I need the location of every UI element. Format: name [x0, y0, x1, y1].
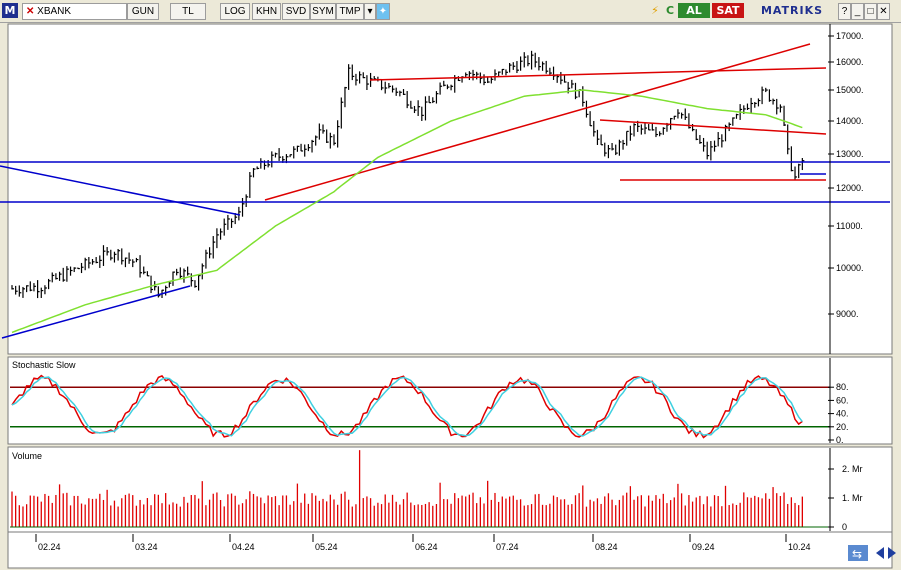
y-tick-label: 16000.	[836, 57, 864, 67]
maximize-icon[interactable]: □	[864, 3, 877, 20]
button-tl[interactable]: TL	[170, 3, 206, 20]
close-window-icon[interactable]: ✕	[877, 3, 890, 20]
trendline	[369, 67, 827, 81]
scroll-left-icon[interactable]	[876, 547, 884, 559]
sell-button-label[interactable]: SAT	[712, 3, 744, 18]
moving-average	[11, 89, 803, 334]
y-tick-label: 9000.	[836, 309, 859, 319]
stoch-k-line	[11, 374, 803, 439]
x-tick-label: 08.24	[595, 542, 618, 552]
symbol-label: XBANK	[37, 6, 72, 17]
volume-bars	[11, 450, 803, 527]
price-panel	[7, 23, 893, 355]
x-tick-label: 09.24	[692, 542, 715, 552]
button-log[interactable]: LOG	[220, 3, 250, 20]
twitter-icon[interactable]: ✦	[376, 3, 390, 20]
price-series	[11, 50, 805, 299]
x-tick-label: 07.24	[496, 542, 519, 552]
x-tick-label: 04.24	[232, 542, 255, 552]
y-tick-label: 14000.	[836, 116, 864, 126]
y-tick-label: 12000.	[836, 183, 864, 193]
lightning-icon[interactable]: ⚡	[651, 4, 659, 17]
price-y-axis: 17000. 16000. 15000. 14000. 13000. 12000. 1100…	[828, 24, 864, 354]
x-tick-label: 03.24	[135, 542, 158, 552]
trendline	[599, 119, 827, 135]
help-icon[interactable]: ?	[838, 3, 851, 20]
volume-tick-label: 1. Mr	[842, 493, 863, 503]
stochastic-panel	[7, 356, 893, 445]
stoch-tick-label: 0.	[836, 435, 844, 445]
y-tick-label: 17000.	[836, 31, 864, 41]
x-tick-label: 06.24	[415, 542, 438, 552]
stochastic-y-axis: 80. 60. 40. 20. 0.	[828, 358, 849, 445]
minimize-icon[interactable]: _	[851, 3, 864, 20]
stoch-tick-label: 80.	[836, 382, 849, 392]
nav-controls[interactable]: ⇆	[848, 545, 896, 561]
ma-line	[11, 89, 803, 334]
y-tick-label: 11000.	[836, 221, 863, 231]
trendline	[1, 285, 191, 339]
stoch-tick-label: 20.	[836, 422, 849, 432]
scroll-right-icon[interactable]	[888, 547, 896, 559]
dropdown-arrow-icon[interactable]: ▾	[364, 3, 376, 20]
y-tick-label: 15000.	[836, 85, 864, 95]
stochastic-title: Stochastic Slow	[12, 360, 76, 370]
trendline	[0, 165, 241, 216]
volume-tick-label: 2. Mr	[842, 464, 863, 474]
x-axis-strip	[7, 531, 893, 569]
svg-text:⇆: ⇆	[852, 547, 862, 561]
refresh-icon[interactable]	[848, 545, 868, 561]
volume-y-axis: 2. Mr 1. Mr 0	[10, 448, 863, 532]
stoch-d-line	[11, 376, 803, 437]
close-symbol-icon[interactable]: ✕	[26, 6, 35, 17]
y-tick-label: 13000.	[836, 149, 864, 159]
button-tmp[interactable]: TMP	[336, 3, 364, 20]
symbol-selector[interactable]: ✕ XBANK	[22, 3, 127, 20]
button-sym[interactable]: SYM	[310, 3, 336, 20]
button-gun[interactable]: GUN	[127, 3, 159, 20]
button-svd[interactable]: SVD	[282, 3, 310, 20]
y-tick-label: 10000.	[836, 263, 864, 273]
date-axis: 02.24 03.24 04.24 05.24 06.24 07.24 08.24 09.24…	[35, 534, 811, 552]
c-button[interactable]: C	[665, 4, 675, 17]
x-tick-label: 10.24	[788, 542, 811, 552]
stochastic-series	[10, 374, 830, 439]
volume-tick-label: 0	[842, 522, 847, 532]
volume-title: Volume	[12, 451, 42, 461]
stoch-tick-label: 40.	[836, 409, 849, 419]
buy-button[interactable]: AL	[678, 3, 710, 18]
toolbar: M ✕ XBANK GUN TL LOG KHN SVD SYM TMP ▾ ✦…	[0, 0, 901, 23]
app-logo: M	[2, 3, 18, 18]
button-khn[interactable]: KHN	[252, 3, 281, 20]
chart-area: 17000. 16000. 15000. 14000. 13000. 12000. 1100…	[0, 23, 896, 569]
x-tick-label: 02.24	[38, 542, 61, 552]
brand-logo: MATRIKS	[760, 4, 824, 17]
x-tick-label: 05.24	[315, 542, 338, 552]
stoch-tick-label: 60.	[836, 395, 849, 405]
